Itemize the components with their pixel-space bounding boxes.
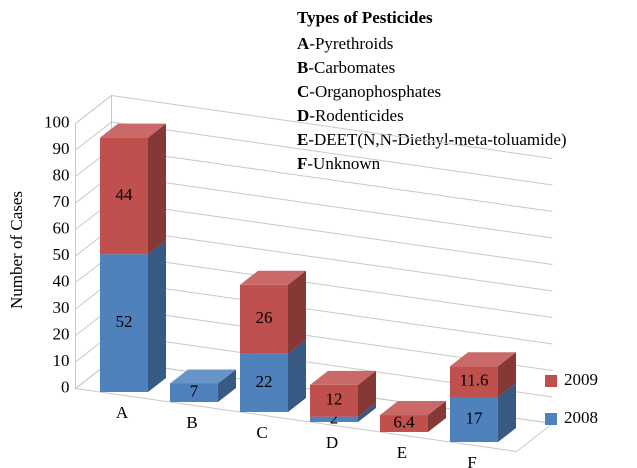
bar-side — [218, 369, 236, 402]
grid-line — [111, 227, 553, 292]
y-tick-label: 10 — [53, 351, 70, 370]
bar-side — [358, 370, 376, 417]
data-label: 26 — [256, 308, 273, 327]
bar-front — [310, 416, 358, 422]
bar-front — [380, 415, 428, 432]
data-label: 12 — [326, 390, 343, 409]
grid-line — [111, 95, 553, 159]
key-item: F-Unknown — [297, 154, 381, 173]
x-tick-label: F — [467, 453, 476, 468]
key-code: D — [297, 106, 309, 125]
y-tick-label: 60 — [53, 218, 70, 237]
bar-front — [240, 353, 288, 412]
bar-front — [310, 384, 358, 417]
key-label: -Organophosphates — [309, 82, 441, 101]
y-tick-label: 0 — [61, 377, 70, 396]
x-tick-label: B — [186, 413, 197, 432]
y-tick-label: 40 — [53, 271, 70, 290]
bar-front — [170, 383, 218, 402]
y-tick-label: 100 — [44, 112, 70, 131]
bar-side — [288, 339, 306, 412]
key-label: -Pyrethroids — [309, 34, 393, 53]
key-item: E-DEET(N,N-Diethyl-meta-toluamide) — [297, 130, 567, 149]
data-label: 44 — [116, 185, 134, 204]
bar-side — [358, 402, 376, 422]
key-label: -DEET(N,N-Diethyl-meta-toluamide) — [308, 130, 566, 149]
data-label: 17 — [466, 408, 484, 427]
data-label: 52 — [116, 312, 133, 331]
key-title: Types of Pesticides — [297, 8, 433, 27]
bar-top — [170, 369, 236, 384]
grid-line — [111, 121, 553, 186]
bar-front — [240, 284, 288, 354]
bar-side — [148, 123, 166, 255]
data-label: 11.6 — [459, 370, 488, 389]
key-item: C-Organophosphates — [297, 82, 441, 101]
x-tick-label: E — [397, 443, 407, 462]
bar-top — [240, 270, 306, 285]
side-grid-line — [75, 95, 112, 124]
key-item: B-Carbomates — [297, 58, 395, 77]
legend-label: 2009 — [564, 370, 598, 389]
y-tick-label: 30 — [53, 298, 70, 317]
x-tick-label: C — [256, 423, 267, 442]
key-code: A — [297, 34, 310, 53]
data-label: 6.4 — [393, 412, 415, 431]
y-axis-label: Number of Cases — [7, 191, 26, 309]
bar-front — [100, 137, 148, 255]
data-label: 7 — [190, 382, 199, 401]
x-tick-label: D — [326, 433, 338, 452]
y-tick-label: 70 — [53, 192, 70, 211]
key-label: -Rodenticides — [309, 106, 403, 125]
key-code: B — [297, 58, 308, 77]
key-item: A-Pyrethroids — [297, 34, 393, 53]
bar-top — [450, 352, 516, 367]
key-label: -Carbomates — [308, 58, 395, 77]
bar-front — [450, 366, 498, 397]
data-label: 22 — [256, 372, 273, 391]
bar-side — [498, 352, 516, 397]
y-tick-label: 50 — [53, 245, 70, 264]
bar-side — [148, 240, 166, 392]
x-tick-label: A — [116, 403, 129, 422]
key-item: D-Rodenticides — [297, 106, 404, 125]
legend-swatch — [545, 413, 557, 425]
bar-side — [498, 382, 516, 442]
y-tick-label: 90 — [53, 139, 70, 158]
side-grid-line — [75, 121, 112, 151]
legend-swatch — [545, 375, 557, 387]
key-label: -Unknown — [307, 154, 380, 173]
bar-side — [428, 401, 446, 432]
grid-line — [111, 148, 553, 212]
y-tick-label: 20 — [53, 324, 70, 343]
data-label: 2 — [330, 408, 339, 427]
key-code: C — [297, 82, 309, 101]
bar-top — [380, 401, 446, 416]
grid-line — [111, 254, 553, 318]
y-tick-label: 80 — [53, 165, 70, 184]
key-code: E — [297, 130, 308, 149]
bar-front — [450, 396, 498, 442]
bar-top — [100, 123, 166, 138]
legend-label: 2008 — [564, 408, 598, 427]
grid-line — [111, 174, 553, 239]
grid-line — [111, 201, 553, 265]
grid-line — [111, 280, 553, 345]
bar-side — [288, 270, 306, 354]
bar-top — [310, 370, 376, 385]
key-code: F — [297, 154, 307, 173]
bar-front — [100, 254, 148, 392]
